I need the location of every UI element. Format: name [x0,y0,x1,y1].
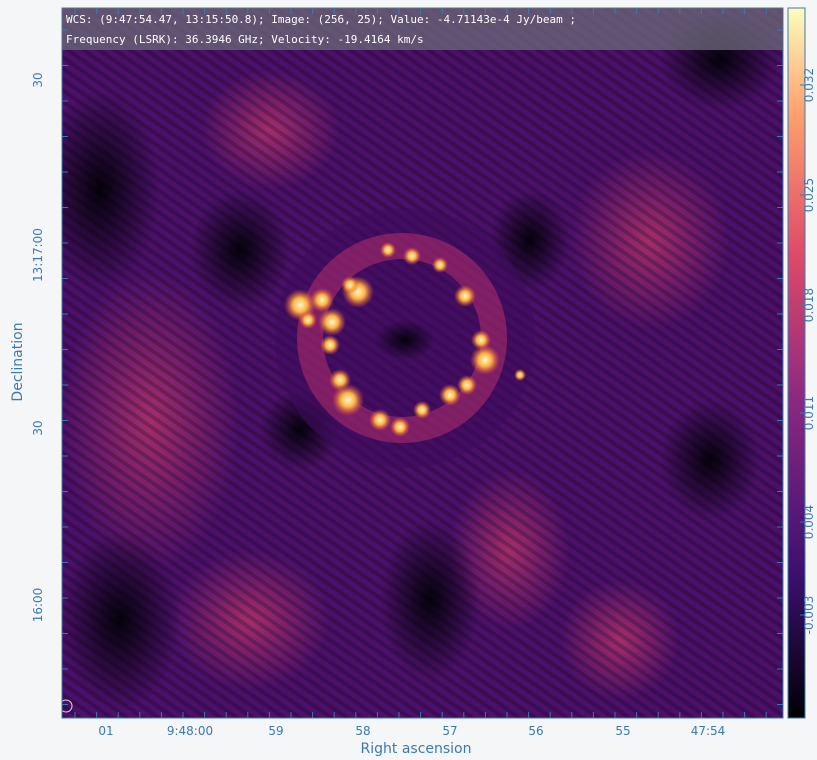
emission-blob [457,375,477,395]
x-tick-label: 57 [442,724,457,738]
cursor-info: WCS: (9:47:54.47, 13:15:50.8); Image: (2… [66,13,576,26]
x-tick-label: 9:48:00 [167,724,213,738]
emission-blob [380,242,396,258]
image-viewer: WCS: (9:47:54.47, 13:15:50.8); Image: (2… [0,0,817,760]
x-tick-label: 58 [355,724,370,738]
emission-blob [403,247,421,265]
x-tick-label: 55 [615,724,630,738]
emission-blob [390,417,410,437]
x-tick-label: 59 [268,724,283,738]
emission-blob [413,401,431,419]
cursor-info: Frequency (LSRK): 36.3946 GHz; Velocity:… [66,33,424,46]
y-tick-label: 30 [31,72,45,87]
emission-blob [341,276,359,294]
emission-blob [318,308,346,336]
y-tick-label: 16:00 [31,588,45,623]
emission-blob [299,311,317,329]
x-tick-label: 01 [98,724,113,738]
emission-blob [332,384,364,416]
x-tick-label: 47:54 [691,724,726,738]
sky-image [40,8,783,718]
x-tick-label: 56 [528,724,543,738]
colorbar-tick-label: -0.003 [802,596,816,635]
emission-blob [514,369,526,381]
colorbar-tick-label: 0.018 [802,288,816,322]
emission-blob [369,409,391,431]
colorbar-tick-label: 0.004 [802,505,816,539]
colorbar-tick-label: 0.011 [802,396,816,430]
emission-blob [320,335,340,355]
colorbar-tick-label: 0.025 [802,178,816,212]
emission-blob [471,330,491,350]
emission-blob [432,257,448,273]
y-tick-label: 13:17:00 [31,228,45,282]
colorbar-tick-label: 0.032 [802,68,816,102]
emission-blob [454,285,476,307]
emission-blob [470,345,500,375]
x-axis-title: Right ascension [361,741,472,757]
y-tick-label: 30 [31,420,45,435]
y-axis-title: Declination [10,322,26,401]
